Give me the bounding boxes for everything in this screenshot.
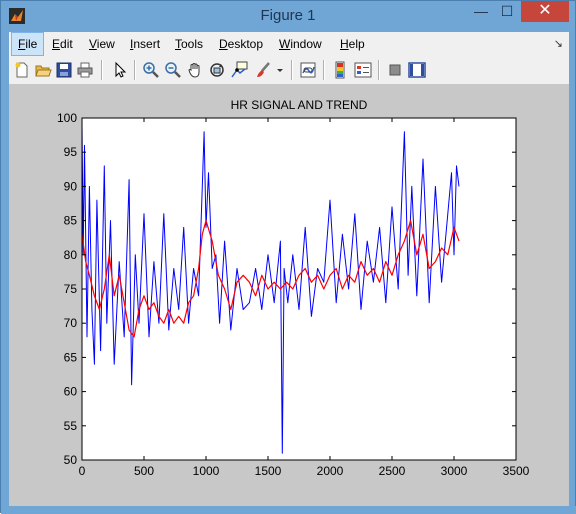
show-plot-tools-icon[interactable] xyxy=(408,61,426,79)
dock-arrow-icon[interactable]: ↘ xyxy=(553,38,563,50)
toolbar-separator xyxy=(323,60,325,80)
brush-icon[interactable] xyxy=(254,61,272,79)
x-tick-label: 3000 xyxy=(441,464,468,478)
menu-help-mnemonic: H xyxy=(340,37,349,51)
pan-hand-icon[interactable] xyxy=(186,61,204,79)
maximize-button[interactable]: ☐ xyxy=(500,3,514,19)
brush-dropdown-icon[interactable] xyxy=(275,61,285,79)
x-tick-label: 3500 xyxy=(503,464,530,478)
colorbar-icon[interactable] xyxy=(331,61,349,79)
matlab-app-icon[interactable] xyxy=(9,8,25,24)
hr-signal-line xyxy=(81,124,460,454)
menu-file-label: ile xyxy=(25,37,38,51)
title-bar[interactable]: Figure 1 — ☐ ✕ xyxy=(1,1,575,31)
menu-tools-label: ools xyxy=(181,37,204,51)
menu-insert[interactable]: Insert xyxy=(124,32,166,56)
chart-title: HR SIGNAL AND TREND xyxy=(231,98,368,112)
menu-bar: File Edit View Insert Tools Desktop Wind… xyxy=(9,32,569,56)
data-cursor-icon[interactable] xyxy=(230,61,248,79)
menu-file[interactable]: File xyxy=(11,32,45,56)
menu-tools[interactable]: Tools xyxy=(169,32,209,56)
y-tick-label: 65 xyxy=(64,350,78,364)
figure-toolbar xyxy=(9,56,569,85)
x-tick-label: 2000 xyxy=(317,464,344,478)
plot-area xyxy=(82,118,516,460)
menu-view-label: iew xyxy=(96,37,115,51)
edit-plot-arrow-icon[interactable] xyxy=(111,61,129,79)
hr-trend-line xyxy=(81,220,460,338)
y-tick-label: 70 xyxy=(64,316,78,330)
y-tick-label: 95 xyxy=(64,145,78,159)
print-icon[interactable] xyxy=(76,61,94,79)
rotate-3d-icon[interactable] xyxy=(208,61,226,79)
y-tick-label: 80 xyxy=(64,248,78,262)
y-tick-label: 50 xyxy=(64,453,78,467)
hide-plot-tools-icon[interactable] xyxy=(386,61,404,79)
menu-tools-mnemonic: T xyxy=(175,37,181,51)
y-tick-label: 100 xyxy=(57,111,77,125)
x-tick-label: 1500 xyxy=(255,464,282,478)
menu-edit-mnemonic: E xyxy=(52,37,61,51)
close-button[interactable]: ✕ xyxy=(521,1,569,22)
zoom-in-icon[interactable] xyxy=(142,61,160,79)
y-tick-label: 75 xyxy=(64,282,78,296)
toolbar-separator xyxy=(291,60,293,80)
menu-insert-label: nsert xyxy=(133,37,161,51)
menu-edit-label: dit xyxy=(60,37,73,51)
menu-window[interactable]: Window xyxy=(273,32,328,56)
menu-desktop-mnemonic: D xyxy=(219,37,228,51)
menu-file-mnemonic: F xyxy=(18,37,26,51)
menu-insert-mnemonic: I xyxy=(130,37,134,51)
menu-window-label: indow xyxy=(290,37,322,51)
x-tick-label: 500 xyxy=(134,464,154,478)
menu-help[interactable]: Help xyxy=(334,32,371,56)
menu-desktop-label: esktop xyxy=(227,37,264,51)
y-tick-label: 90 xyxy=(64,179,78,193)
menu-window-mnemonic: W xyxy=(279,37,291,51)
hr-chart[interactable]: 0 500 1000 1500 2000 2500 3000 3500 50 55 60 65 70 75… xyxy=(9,85,569,506)
y-tick-label: 55 xyxy=(64,419,78,433)
window-bottom-border xyxy=(1,506,576,514)
new-figure-icon[interactable] xyxy=(13,61,31,79)
x-tick-label: 0 xyxy=(79,464,86,478)
menu-edit[interactable]: Edit xyxy=(46,32,79,56)
link-plot-icon[interactable] xyxy=(299,61,317,79)
menu-view-mnemonic: V xyxy=(89,37,97,51)
menu-view[interactable]: View xyxy=(83,32,121,56)
x-tick-label: 2500 xyxy=(379,464,406,478)
legend-icon[interactable] xyxy=(354,61,372,79)
figure-canvas: 0 500 1000 1500 2000 2500 3000 3500 50 55 60 65 70 75… xyxy=(9,85,569,506)
minimize-button[interactable]: — xyxy=(474,3,488,19)
menu-help-label: elp xyxy=(348,37,365,51)
y-tick-label: 85 xyxy=(64,214,78,228)
menu-desktop[interactable]: Desktop xyxy=(213,32,269,56)
window-title: Figure 1 xyxy=(260,7,316,24)
open-file-icon[interactable] xyxy=(34,61,52,79)
toolbar-separator xyxy=(134,60,136,80)
y-tick-label: 60 xyxy=(64,385,78,399)
toolbar-separator xyxy=(101,60,103,80)
zoom-out-icon[interactable] xyxy=(164,61,182,79)
x-tick-label: 1000 xyxy=(193,464,220,478)
save-icon[interactable] xyxy=(55,61,73,79)
toolbar-separator xyxy=(378,60,380,80)
